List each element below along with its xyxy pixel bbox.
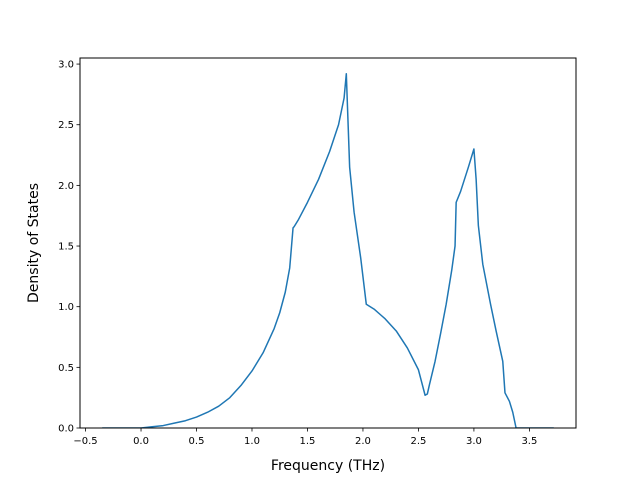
y-tick-label: 0.0 xyxy=(58,424,74,435)
x-tick-label: 1.5 xyxy=(300,436,316,447)
plot-area xyxy=(79,57,577,429)
x-tick-label: 0.0 xyxy=(133,436,149,447)
y-tick-label: 2.0 xyxy=(58,181,74,192)
x-tick-label: −0.5 xyxy=(73,436,97,447)
y-axis-label: Density of States xyxy=(26,183,42,303)
y-tick-label: 3.0 xyxy=(58,60,74,71)
series-line-0 xyxy=(102,73,554,428)
y-tick-label: 1.0 xyxy=(58,302,74,313)
y-axis-ticks: 0.0 0.5 1.0 1.5 2.0 2.5 3.0 xyxy=(58,60,80,435)
axes-frame xyxy=(79,57,577,429)
x-tick-label: 3.5 xyxy=(521,436,537,447)
x-tick-label: 2.5 xyxy=(410,436,426,447)
x-tick-label: 2.0 xyxy=(355,436,371,447)
y-tick-label: 2.5 xyxy=(58,120,74,131)
x-axis-ticks: −0.5 0.0 0.5 1.0 1.5 2.0 2.5 3.0 3.5 xyxy=(73,428,537,447)
x-tick-label: 3.0 xyxy=(466,436,482,447)
y-tick-label: 1.5 xyxy=(58,242,74,253)
x-tick-label: 0.5 xyxy=(189,436,205,447)
series-layer xyxy=(102,73,554,428)
y-tick-label: 0.5 xyxy=(58,363,74,374)
x-axis-label: Frequency (THz) xyxy=(271,458,385,474)
x-tick-label: 1.0 xyxy=(244,436,260,447)
